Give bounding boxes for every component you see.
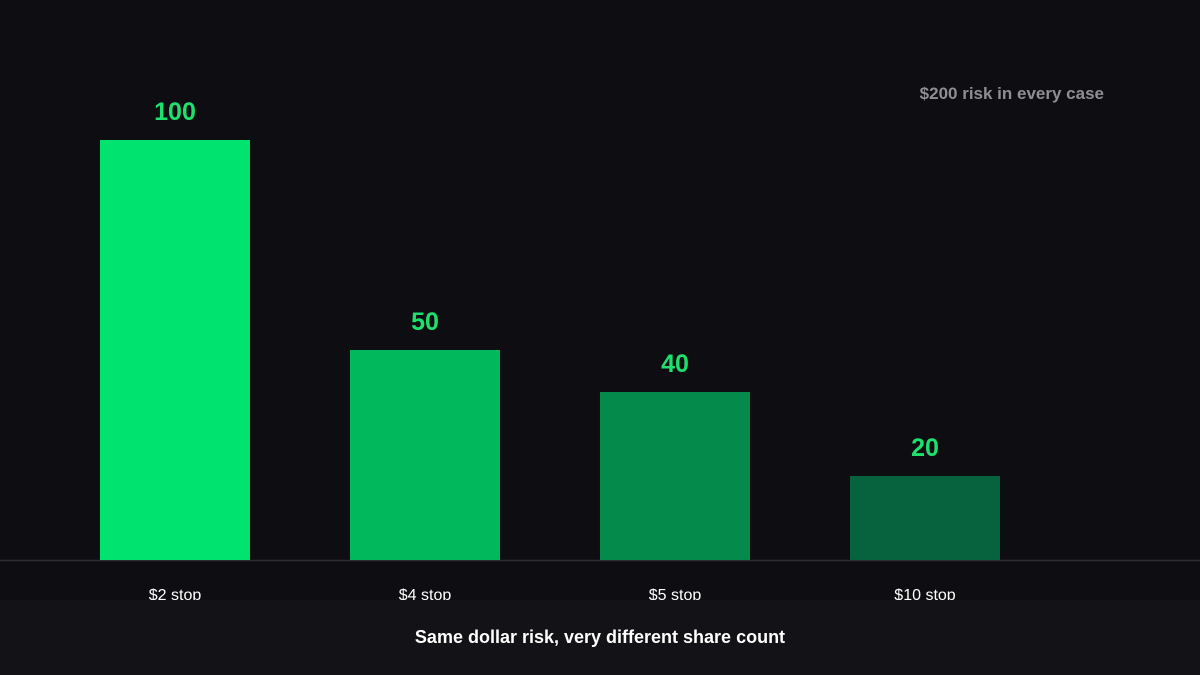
bar-chart: 100 $2 stop 50 $4 stop 40 $5 stop 20 $10 stop $… bbox=[0, 84, 1200, 600]
bar bbox=[350, 350, 500, 560]
x-tick-label: $4 stop bbox=[399, 587, 452, 600]
bar-value-label: 20 bbox=[911, 434, 939, 462]
chart-annotation: $200 risk in every case bbox=[919, 84, 1104, 103]
x-tick-label: $10 stop bbox=[894, 587, 955, 600]
chart-canvas: 100 $2 stop 50 $4 stop 40 $5 stop 20 $10 stop bbox=[0, 98, 1200, 600]
x-tick-label: $2 stop bbox=[149, 587, 202, 600]
x-tick-label: $5 stop bbox=[649, 587, 702, 600]
bar-value-label: 50 bbox=[411, 308, 439, 336]
bar bbox=[850, 476, 1000, 560]
bar bbox=[600, 392, 750, 560]
chart-caption: Same dollar risk, very different share c… bbox=[414, 627, 786, 647]
bar bbox=[100, 140, 250, 560]
bar-value-label: 40 bbox=[661, 350, 689, 378]
caption-bar: Same dollar risk, very different share c… bbox=[0, 600, 1200, 675]
bar-value-label: 100 bbox=[154, 98, 196, 126]
